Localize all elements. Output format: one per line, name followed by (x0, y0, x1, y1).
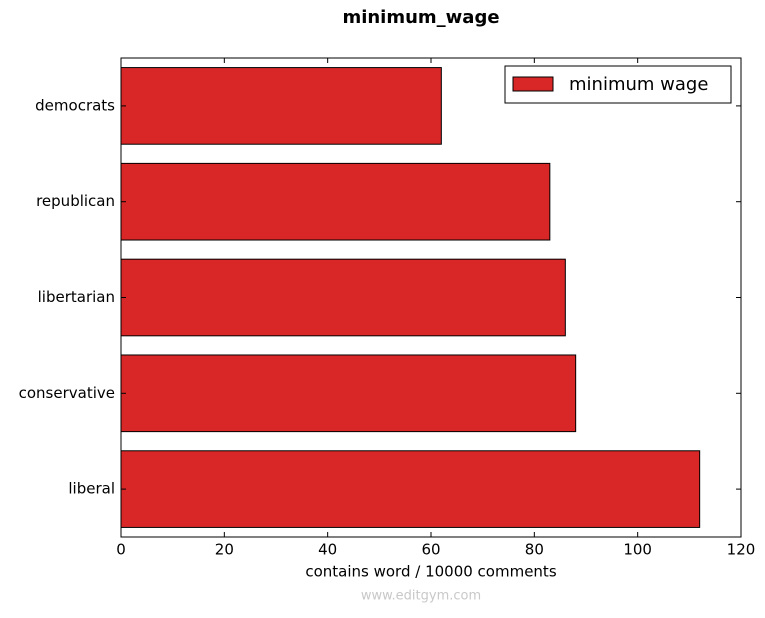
bar (120, 162, 551, 241)
plot-frame (120, 57, 742, 538)
x-tick-label: 100 (623, 541, 652, 559)
y-tick-label: liberal (68, 480, 115, 498)
y-tick-label: libertarian (38, 288, 115, 306)
chart-title: minimum_wage (342, 7, 499, 28)
bar (120, 450, 701, 528)
x-tick-label: 60 (421, 541, 440, 559)
x-tick-label: 40 (318, 541, 337, 559)
legend-label: minimum wage (569, 74, 708, 95)
y-tick-label: conservative (19, 384, 115, 402)
bar (120, 67, 442, 145)
bar (120, 354, 577, 433)
y-tick-label: republican (36, 192, 115, 210)
x-tick-label: 20 (215, 541, 234, 559)
x-tick-label: 0 (116, 541, 126, 559)
legend-swatch (512, 76, 554, 92)
watermark: www.editgym.com (361, 589, 481, 604)
y-tick-label: democrats (35, 96, 115, 114)
x-tick-label: 80 (525, 541, 544, 559)
bar (120, 258, 566, 337)
x-axis-label: contains word / 10000 comments (305, 563, 556, 581)
x-tick-label: 120 (727, 541, 756, 559)
